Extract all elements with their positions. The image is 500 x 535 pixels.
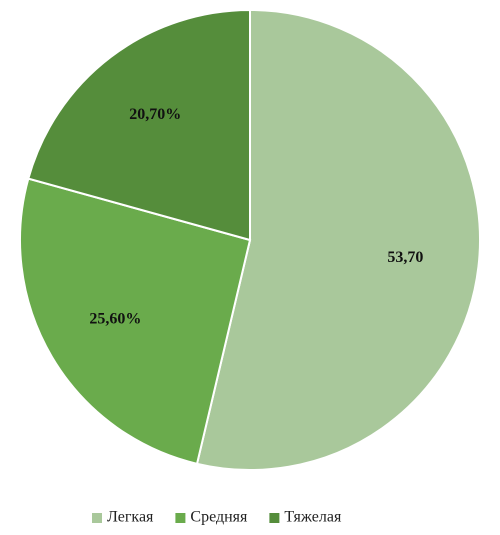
pie-slice [19, 177, 252, 466]
legend-marker [269, 513, 280, 523]
data-label: 20,70% [129, 106, 181, 123]
legend: Легкая Средняя Тяжелая [92, 509, 342, 526]
data-label: 25,60% [89, 310, 141, 327]
legend-label: Тяжелая [284, 509, 342, 526]
pie-slice [27, 8, 251, 242]
legend-label: Средняя [190, 509, 248, 526]
legend-label: Легкая [107, 509, 154, 526]
legend-marker [92, 513, 102, 523]
data-label: 53,70 [387, 249, 423, 266]
pie-slice [195, 8, 481, 471]
legend-marker [175, 513, 186, 523]
